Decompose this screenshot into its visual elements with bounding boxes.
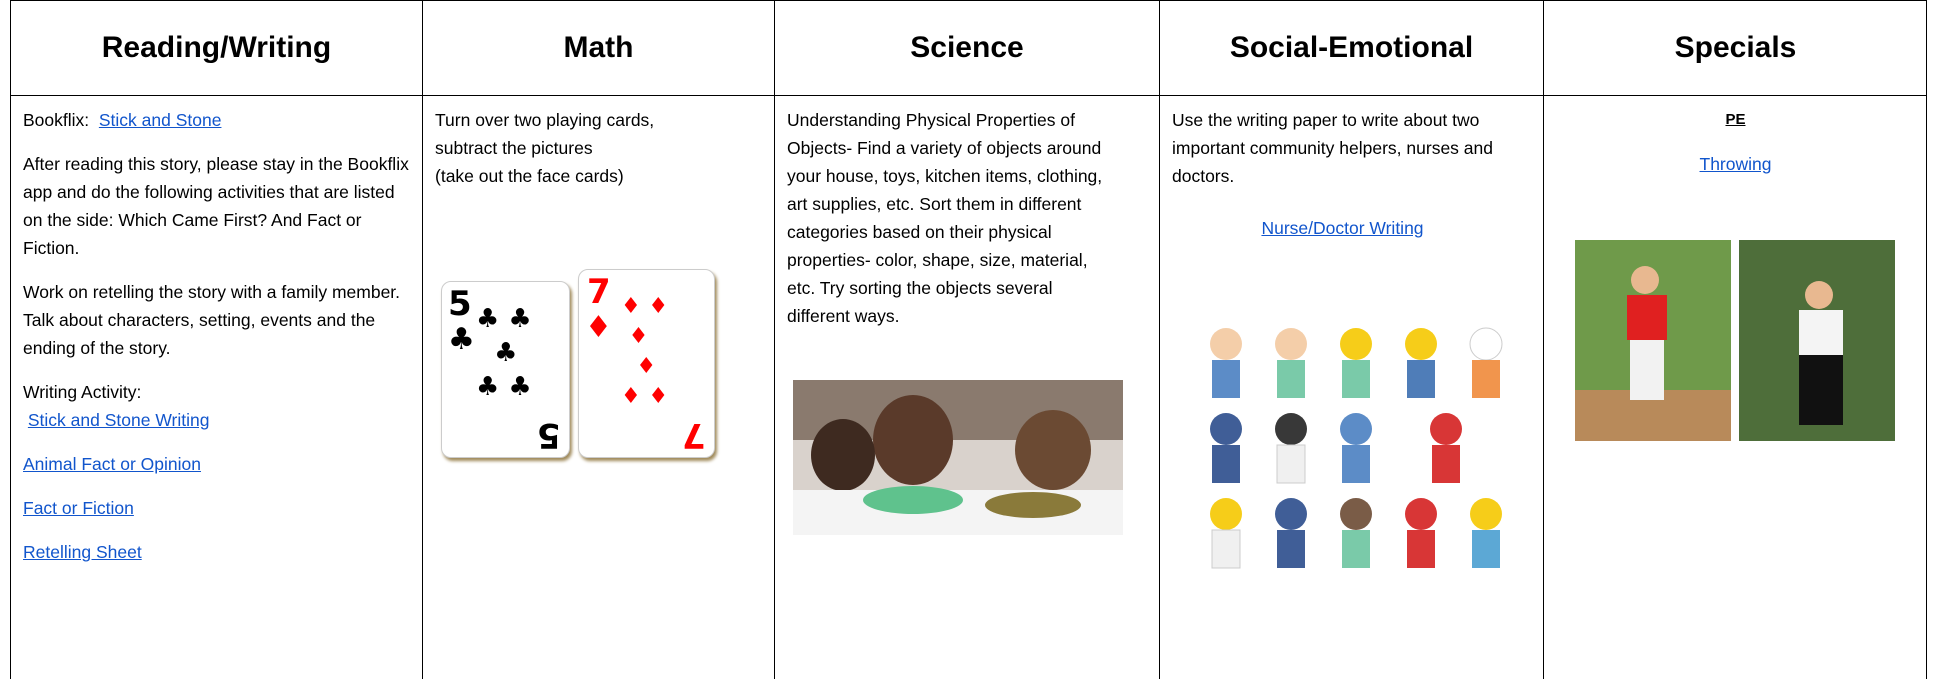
header: Specials xyxy=(1544,0,1927,96)
suits: ♦ ♦ ♦ ♦ ♦ ♦ xyxy=(621,294,669,409)
subheading: PE xyxy=(1725,111,1746,128)
link[interactable]: Fact or Fiction xyxy=(23,498,134,518)
link[interactable]: Retelling Sheet xyxy=(23,542,142,562)
cell: PE Throwing xyxy=(1544,96,1927,204)
paragraph: After reading this story, please stay in… xyxy=(23,154,409,258)
column: Science Understanding Physical Propertie… xyxy=(774,0,1159,679)
line: Throwing xyxy=(1556,150,1915,178)
line: Nurse/Doctor Writing xyxy=(1172,214,1513,242)
line: Retelling Sheet xyxy=(23,538,410,566)
column: Reading/Writing Bookflix: Stick and Ston… xyxy=(10,0,422,679)
photo xyxy=(1739,240,1895,441)
card-rank: 7 xyxy=(682,415,706,455)
card-rank: 5 xyxy=(448,284,472,324)
suits: ♣ ♣ ♣ ♣ ♣ xyxy=(476,304,532,402)
playing-card: 5 ♣ ♣ ♣ ♣ ♣ ♣ 5 xyxy=(441,281,570,458)
column: Specials PE Throwing xyxy=(1543,0,1927,679)
column: Math Turn over two playing cards, subtra… xyxy=(422,0,774,679)
paragraph: Understanding Physical Properties of Obj… xyxy=(787,110,1103,326)
suit: ♣ xyxy=(448,322,475,357)
header: Social-Emotional xyxy=(1160,0,1543,96)
cell: Turn over two playing cards, subtract th… xyxy=(423,96,774,200)
link[interactable]: Animal Fact or Opinion xyxy=(23,454,201,474)
photo xyxy=(1575,240,1731,441)
card-rank: 7 xyxy=(587,272,611,312)
card-rank: 5 xyxy=(537,415,561,455)
paragraph: Work on retelling the story with a famil… xyxy=(23,282,401,358)
link[interactable]: Nurse/Doctor Writing xyxy=(1261,218,1424,238)
table-border xyxy=(1926,0,1927,679)
suit: ♦ xyxy=(585,310,612,345)
link[interactable]: Stick and Stone xyxy=(98,110,222,130)
line: (take out the face cards) xyxy=(435,166,624,186)
cell: Understanding Physical Properties of Obj… xyxy=(775,96,1159,356)
cell: Bookflix: Stick and Stone After reading … xyxy=(11,96,422,592)
header: Science xyxy=(775,0,1159,96)
line: subtract the pictures xyxy=(435,138,593,158)
cell: Use the writing paper to write about two… xyxy=(1160,96,1543,268)
line: Bookflix: Stick and Stone xyxy=(23,106,410,134)
clipart xyxy=(1210,327,1503,569)
label: Writing Activity: xyxy=(23,382,142,402)
column: Social-Emotional Use the writing paper t… xyxy=(1159,0,1543,679)
label: Bookflix: xyxy=(23,110,90,130)
playing-card: 7 ♦ ♦ ♦ ♦ ♦ ♦ ♦ 7 xyxy=(578,269,715,458)
header: Math xyxy=(423,0,774,96)
paragraph: Writing Activity: Stick and Stone Writin… xyxy=(23,378,410,434)
header: Reading/Writing xyxy=(11,0,422,96)
link[interactable]: Throwing xyxy=(1699,154,1772,174)
photo xyxy=(793,380,1123,535)
link[interactable]: Stick and Stone Writing xyxy=(27,410,210,430)
line: Fact or Fiction xyxy=(23,494,410,522)
paragraph: Use the writing paper to write about two… xyxy=(1172,110,1493,186)
line: Animal Fact or Opinion xyxy=(23,450,410,478)
line: Turn over two playing cards, xyxy=(435,110,655,130)
